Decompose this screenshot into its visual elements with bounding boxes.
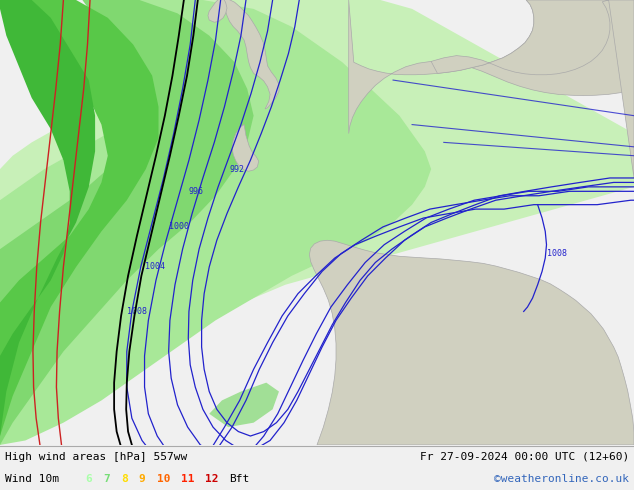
- Polygon shape: [209, 383, 279, 427]
- Polygon shape: [232, 124, 259, 172]
- Text: 1008: 1008: [127, 307, 147, 316]
- Text: Bft: Bft: [229, 474, 249, 484]
- Polygon shape: [0, 0, 431, 445]
- Text: 7: 7: [103, 474, 110, 484]
- Text: 8: 8: [121, 474, 128, 484]
- Text: 6: 6: [86, 474, 93, 484]
- Polygon shape: [292, 214, 368, 258]
- Text: High wind areas [hPa] 557ww: High wind areas [hPa] 557ww: [5, 452, 187, 462]
- Text: Wind 10m: Wind 10m: [5, 474, 59, 484]
- Text: 11: 11: [181, 474, 194, 484]
- Text: 1000: 1000: [169, 222, 189, 231]
- Polygon shape: [309, 240, 634, 445]
- Text: 1008: 1008: [547, 249, 567, 258]
- Polygon shape: [0, 0, 254, 445]
- Polygon shape: [223, 0, 279, 109]
- Polygon shape: [349, 0, 634, 133]
- Polygon shape: [0, 0, 634, 445]
- Text: Fr 27-09-2024 00:00 UTC (12+60): Fr 27-09-2024 00:00 UTC (12+60): [420, 452, 629, 462]
- Text: 996: 996: [189, 187, 204, 196]
- Text: 10: 10: [157, 474, 170, 484]
- Text: 1004: 1004: [145, 263, 165, 271]
- Polygon shape: [208, 0, 227, 22]
- Text: ©weatheronline.co.uk: ©weatheronline.co.uk: [494, 474, 629, 484]
- Text: 9: 9: [139, 474, 146, 484]
- Text: 992: 992: [230, 165, 245, 173]
- Polygon shape: [0, 0, 158, 436]
- Polygon shape: [0, 0, 95, 436]
- Text: 12: 12: [205, 474, 218, 484]
- Polygon shape: [431, 0, 634, 178]
